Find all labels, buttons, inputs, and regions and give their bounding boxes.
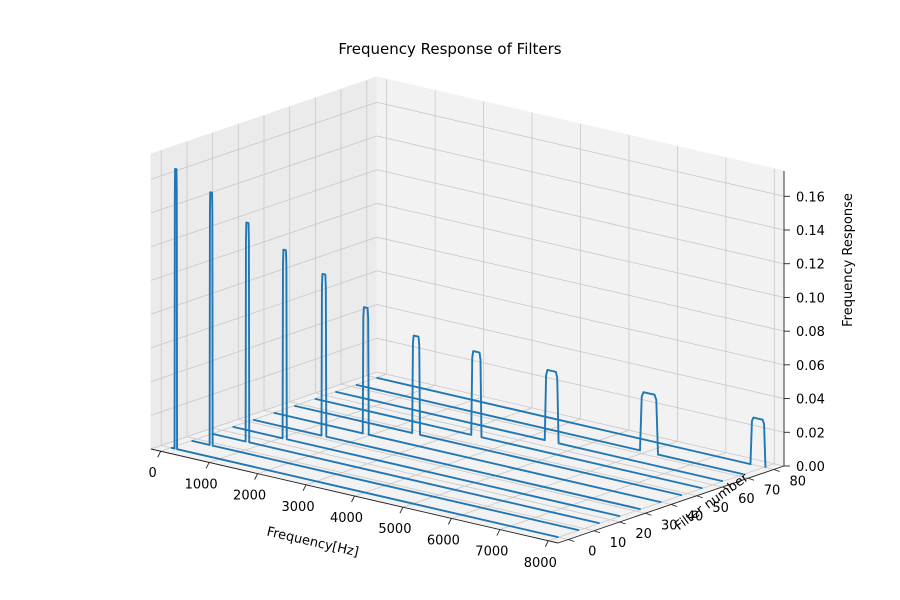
z-grid-line-back — [376, 270, 785, 366]
z-grid-line-back — [376, 371, 785, 467]
x-tick-label: 6000 — [427, 533, 460, 548]
x-tick-label: 0 — [149, 466, 157, 481]
z-tick-label: 0.08 — [796, 325, 825, 340]
x-tick-label: 1000 — [185, 477, 218, 492]
z-grid-line-side — [150, 270, 378, 349]
z-grid-line-side — [150, 304, 378, 382]
x-tick-mark — [399, 506, 404, 514]
y-grid-line-floor — [289, 401, 697, 497]
series-line-filter-24 — [232, 248, 621, 518]
y-tick-label: 50 — [712, 501, 729, 516]
series-line-filter-40 — [273, 306, 662, 504]
y-tick-mark — [593, 530, 601, 534]
y-tick-label: 40 — [687, 510, 704, 525]
z-grid-line-back — [376, 101, 785, 197]
y-tick-label: 10 — [610, 536, 627, 551]
y-tick-mark — [645, 512, 652, 516]
series-line-filter-80 — [376, 376, 767, 468]
z-grid-line-side — [150, 371, 378, 450]
x-tick-mark — [496, 529, 501, 536]
z-tick-label: 0.04 — [796, 393, 825, 408]
z-grid-line-side — [150, 169, 378, 248]
z-tick-label: 0.14 — [796, 224, 825, 239]
series-line-filter-48 — [294, 334, 683, 497]
z-grid-line-back — [376, 135, 785, 231]
x-axis-title: Frequency[Hz] — [265, 525, 360, 561]
y-tick-label: 30 — [661, 518, 678, 533]
z-grid-line-back — [376, 236, 785, 332]
z-grid-line-side — [150, 135, 378, 214]
x-tick-mark — [448, 518, 452, 525]
z-tick-label: 0.12 — [796, 258, 825, 273]
y-grid-line-floor — [238, 418, 646, 514]
y-tick-mark — [773, 469, 780, 472]
y-tick-label: 80 — [789, 475, 806, 490]
x-tick-mark — [302, 484, 307, 492]
series-line-filter-72 — [355, 383, 744, 476]
y-tick-mark — [722, 486, 729, 490]
x-tick-mark — [254, 473, 258, 480]
series-line-filter-16 — [211, 221, 600, 525]
z-grid-line-side — [150, 101, 378, 180]
x-tick-mark — [157, 451, 162, 458]
x-tick-label: 7000 — [475, 545, 508, 560]
z-grid-line-side — [150, 203, 378, 281]
z-tick-label: 0.16 — [796, 190, 825, 205]
y-tick-mark — [747, 477, 755, 481]
series-line-filter-32 — [252, 272, 641, 511]
series-line-filter-8 — [191, 191, 580, 532]
x-tick-label: 2000 — [233, 489, 266, 504]
x-tick-label: 8000 — [524, 556, 557, 571]
z-grid-line-back — [376, 169, 785, 265]
axis-lines — [150, 171, 790, 547]
x-tick-mark — [205, 462, 210, 469]
y-tick-mark — [568, 539, 575, 542]
series-line-filter-56 — [314, 350, 703, 490]
z-tick-label: 0.06 — [796, 359, 825, 374]
y-tick-mark — [696, 495, 703, 499]
y-tick-mark — [619, 521, 626, 525]
z-tick-label: 0.10 — [796, 291, 825, 306]
z-grid-line-back — [376, 337, 785, 433]
x-tick-label: 5000 — [378, 522, 411, 537]
y-tick-label: 0 — [588, 545, 596, 560]
y-grid-line-floor — [315, 392, 723, 488]
y-tick-mark — [670, 504, 678, 507]
series-line-filter-64 — [335, 368, 724, 483]
y-tick-label: 60 — [738, 492, 755, 507]
x-tick-label: 3000 — [282, 500, 315, 515]
z-grid-line-side — [150, 337, 378, 416]
tick-labels: 0 1000 2000 3000 4000 5000 6000 7000 8000 0 10 20 30… — [149, 190, 825, 570]
series-lines — [170, 167, 767, 539]
y-grid-line-floor — [212, 427, 620, 523]
z-grid-line-back — [376, 304, 785, 399]
x-tick-mark — [351, 495, 355, 503]
x-tick-label: 4000 — [330, 511, 363, 526]
chart-title: Frequency Response of Filters — [338, 40, 561, 58]
y-tick-label: 20 — [635, 527, 652, 542]
y-grid-line-floor — [186, 436, 595, 532]
x-tick-mark — [544, 540, 549, 547]
z-grid-line-side — [150, 236, 378, 315]
z-axis-title: Frequency Response — [841, 193, 856, 327]
y-tick-label: 70 — [764, 483, 781, 498]
series-line-filter-0 — [170, 167, 559, 539]
z-tick-label: 0.00 — [796, 460, 825, 475]
z-grid-line-back — [376, 203, 785, 298]
z-tick-label: 0.02 — [796, 426, 825, 441]
